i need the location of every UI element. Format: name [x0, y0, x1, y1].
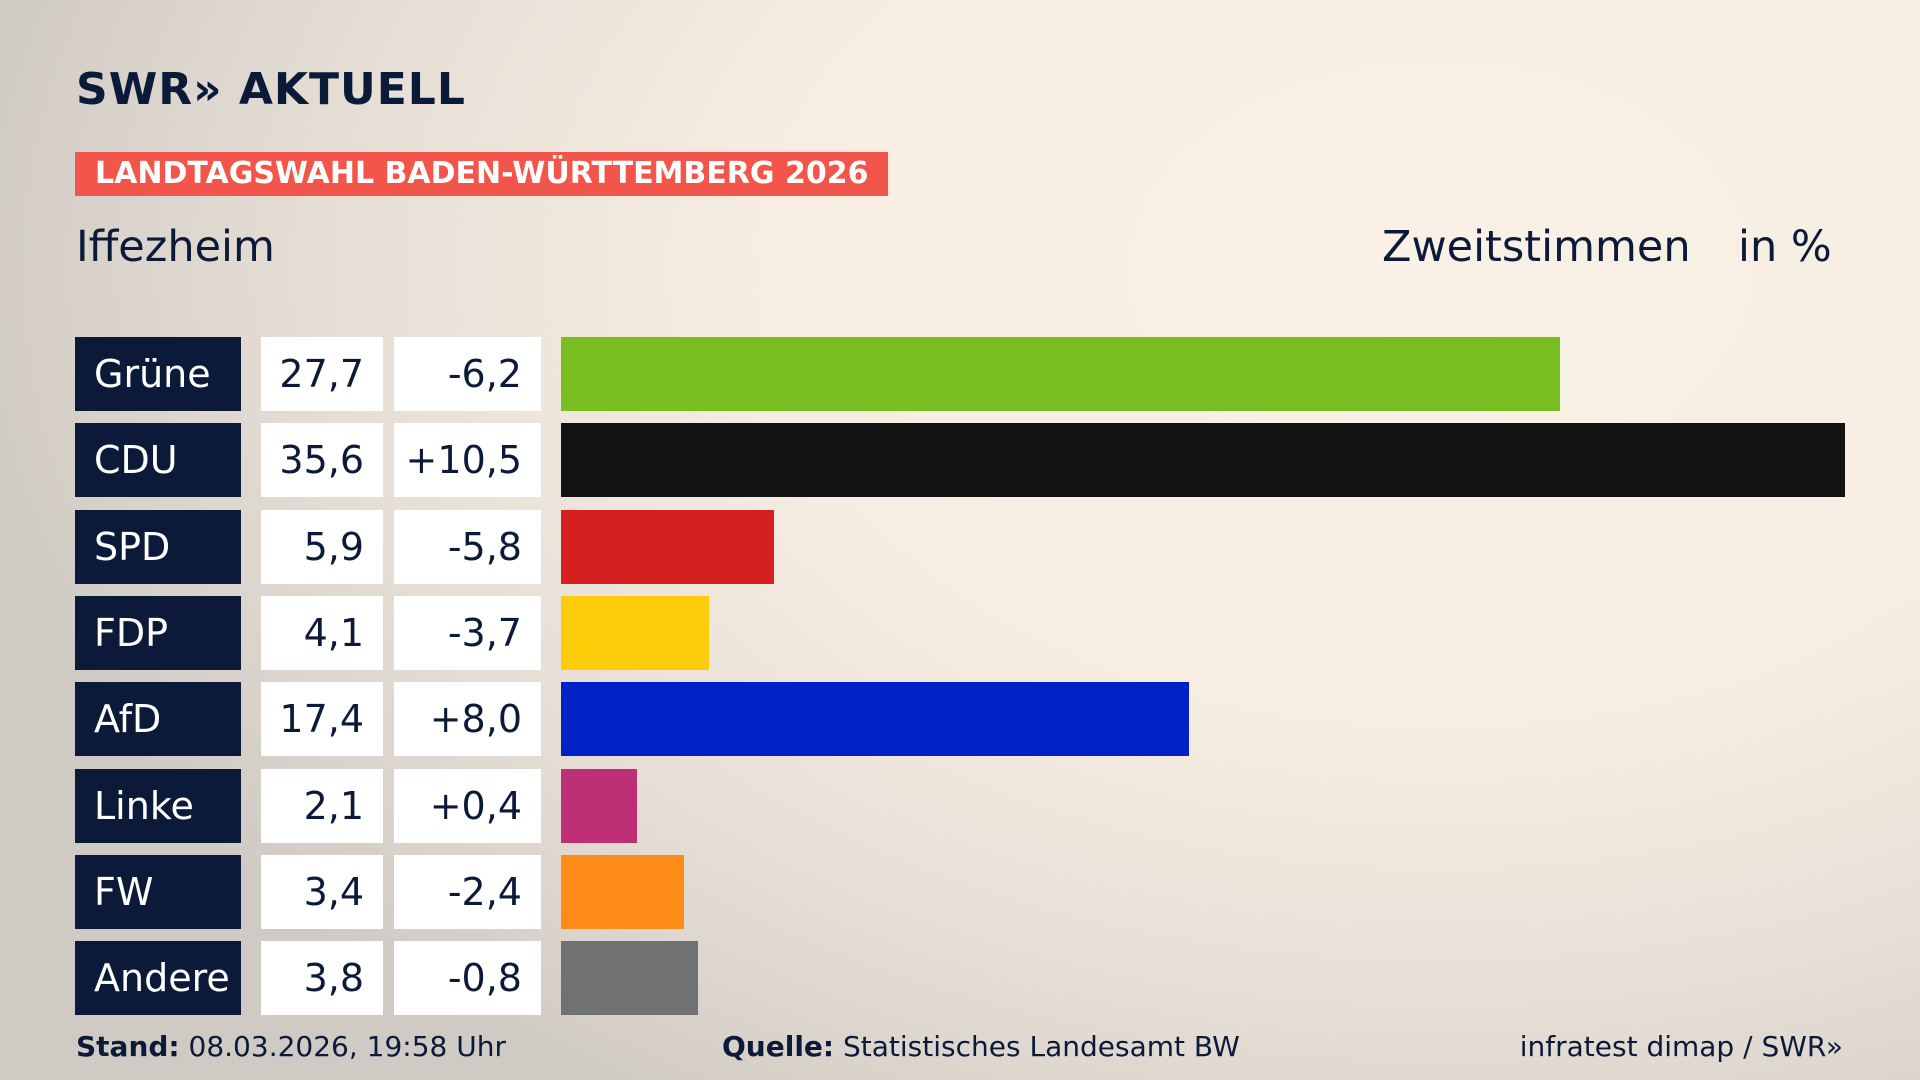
- stand-label: Stand:: [76, 1030, 180, 1063]
- value-label: 35,6: [261, 423, 383, 498]
- change-label: -6,2: [394, 337, 541, 411]
- footer-stand: Stand: 08.03.2026, 19:58 Uhr: [76, 1030, 506, 1063]
- change-label: +0,4: [394, 768, 541, 843]
- value-label: 27,7: [261, 337, 383, 411]
- source-label: Quelle:: [722, 1030, 835, 1063]
- party-label: SPD: [75, 509, 241, 584]
- value-label: 4,1: [261, 595, 383, 670]
- banner: LANDTAGSWAHL BADEN-WÜRTTEMBERG 2026: [75, 152, 889, 196]
- change-label: +10,5: [394, 423, 541, 498]
- value-label: 5,9: [261, 509, 383, 584]
- value-label: 2,1: [261, 768, 383, 843]
- change-label: -2,4: [394, 854, 541, 929]
- source: Statistisches Landesamt BW: [843, 1030, 1240, 1063]
- party-label: AfD: [75, 682, 241, 757]
- value-label: 3,8: [261, 941, 383, 1016]
- unit-label: in %: [1738, 222, 1832, 272]
- stand: 08.03.2026, 19:58 Uhr: [188, 1030, 506, 1063]
- party-label: Grüne: [75, 337, 241, 411]
- footer-source: Quelle: Statistisches Landesamt BW: [722, 1030, 1240, 1063]
- party-label: Andere: [75, 941, 241, 1016]
- chart-title: Iffezheim: [76, 222, 275, 272]
- logo: SWR» AKTUELL: [76, 64, 466, 115]
- change-label: -3,7: [394, 595, 541, 670]
- change-label: -5,8: [394, 509, 541, 584]
- bar: [561, 595, 709, 670]
- bar: [561, 682, 1189, 757]
- footer-credit: infratest dimap / SWR»: [1519, 1030, 1843, 1063]
- bar: [561, 941, 699, 1016]
- chart-subtitle: Zweitstimmen: [1382, 222, 1691, 272]
- bar: [561, 854, 684, 929]
- value-label: 17,4: [261, 682, 383, 757]
- change-label: +8,0: [394, 682, 541, 757]
- bar: [561, 768, 637, 843]
- party-label: CDU: [75, 423, 241, 498]
- party-label: FDP: [75, 595, 241, 670]
- bar: [561, 337, 1561, 411]
- bar: [561, 509, 774, 584]
- change-label: -0,8: [394, 941, 541, 1016]
- party-label: Linke: [75, 768, 241, 843]
- value-label: 3,4: [261, 854, 383, 929]
- bar: [561, 423, 1845, 498]
- party-label: FW: [75, 854, 241, 929]
